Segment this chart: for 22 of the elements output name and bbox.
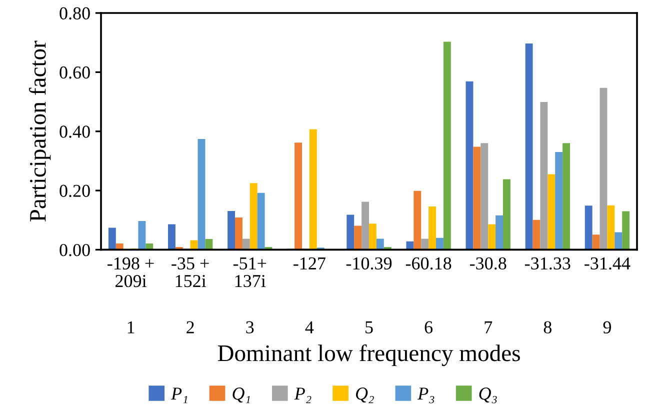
category-label: -198 + 209i 1 xyxy=(108,257,154,334)
category-label: -10.39 5 xyxy=(346,257,392,334)
legend-label: P₂ xyxy=(294,388,312,404)
category-label: -35 + 152i 2 xyxy=(172,257,209,334)
category-label: -127 4 xyxy=(294,257,326,334)
y-tick-label: 0.20 xyxy=(60,184,90,198)
legend-label: Q₂ xyxy=(356,388,374,404)
y-tick-label: 0.40 xyxy=(60,126,90,138)
y-axis-title: Participation factor xyxy=(29,40,51,222)
category-label: -31.44 9 xyxy=(584,257,630,334)
legend-label: Q₃ xyxy=(479,388,497,404)
legend-label: Q₁ xyxy=(232,388,250,404)
legend-label: P₁ xyxy=(170,388,188,404)
category-label: -31.33 8 xyxy=(525,257,570,334)
y-tick-label: 0.60 xyxy=(60,66,90,79)
legend-label: P₃ xyxy=(418,388,434,404)
category-label: -60.18 6 xyxy=(406,257,452,334)
x-axis-title: Dominant low frequency modes xyxy=(218,344,520,366)
category-label: -30.8 7 xyxy=(470,257,506,334)
category-label: -51+ 137i 3 xyxy=(233,257,266,334)
y-tick-label: 0.00 xyxy=(60,244,90,256)
y-tick-label: 0.80 xyxy=(60,7,90,20)
